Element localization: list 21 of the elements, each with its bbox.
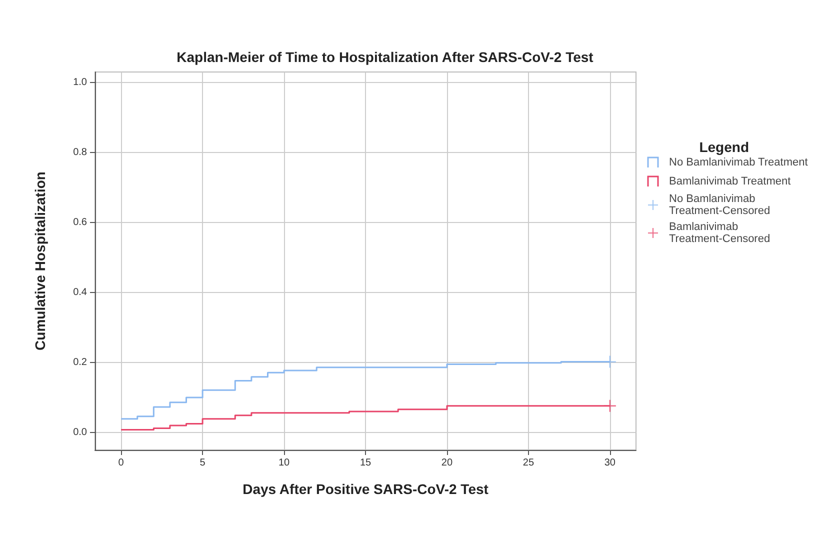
y-tick-label: 1.0: [73, 77, 88, 88]
y-tick-label: 0.4: [73, 287, 88, 298]
chart-title: Kaplan-Meier of Time to Hospitalization After SARS-CoV-2 Test: [176, 49, 594, 65]
x-tick-label: 20: [441, 458, 453, 468]
x-tick-label: 5: [200, 458, 206, 468]
y-tick-label: 0.0: [73, 427, 88, 438]
legend-title: Legend: [699, 139, 749, 155]
y-tick-label: 0.8: [73, 147, 88, 158]
legend-label: No Bamlanivimab Treatment: [669, 156, 808, 168]
x-tick-label: 0: [118, 458, 124, 468]
legend-label: Bamlanivimab Treatment: [669, 176, 791, 188]
x-tick-label: 15: [360, 458, 372, 468]
x-tick-label: 25: [522, 458, 534, 468]
x-axis-title: Days After Positive SARS-CoV-2 Test: [242, 481, 489, 497]
y-tick-label: 0.2: [73, 357, 88, 368]
y-tick-label: 0.6: [73, 217, 88, 228]
x-tick-label: 30: [604, 458, 616, 468]
legend-label: Bamlanivimab Treatment-Censored: [669, 221, 770, 245]
y-axis-title: Cumulative Hospitalization: [32, 172, 48, 350]
x-tick-label: 10: [278, 458, 290, 468]
legend-label: No Bamlanivimab Treatment-Censored: [669, 193, 770, 217]
